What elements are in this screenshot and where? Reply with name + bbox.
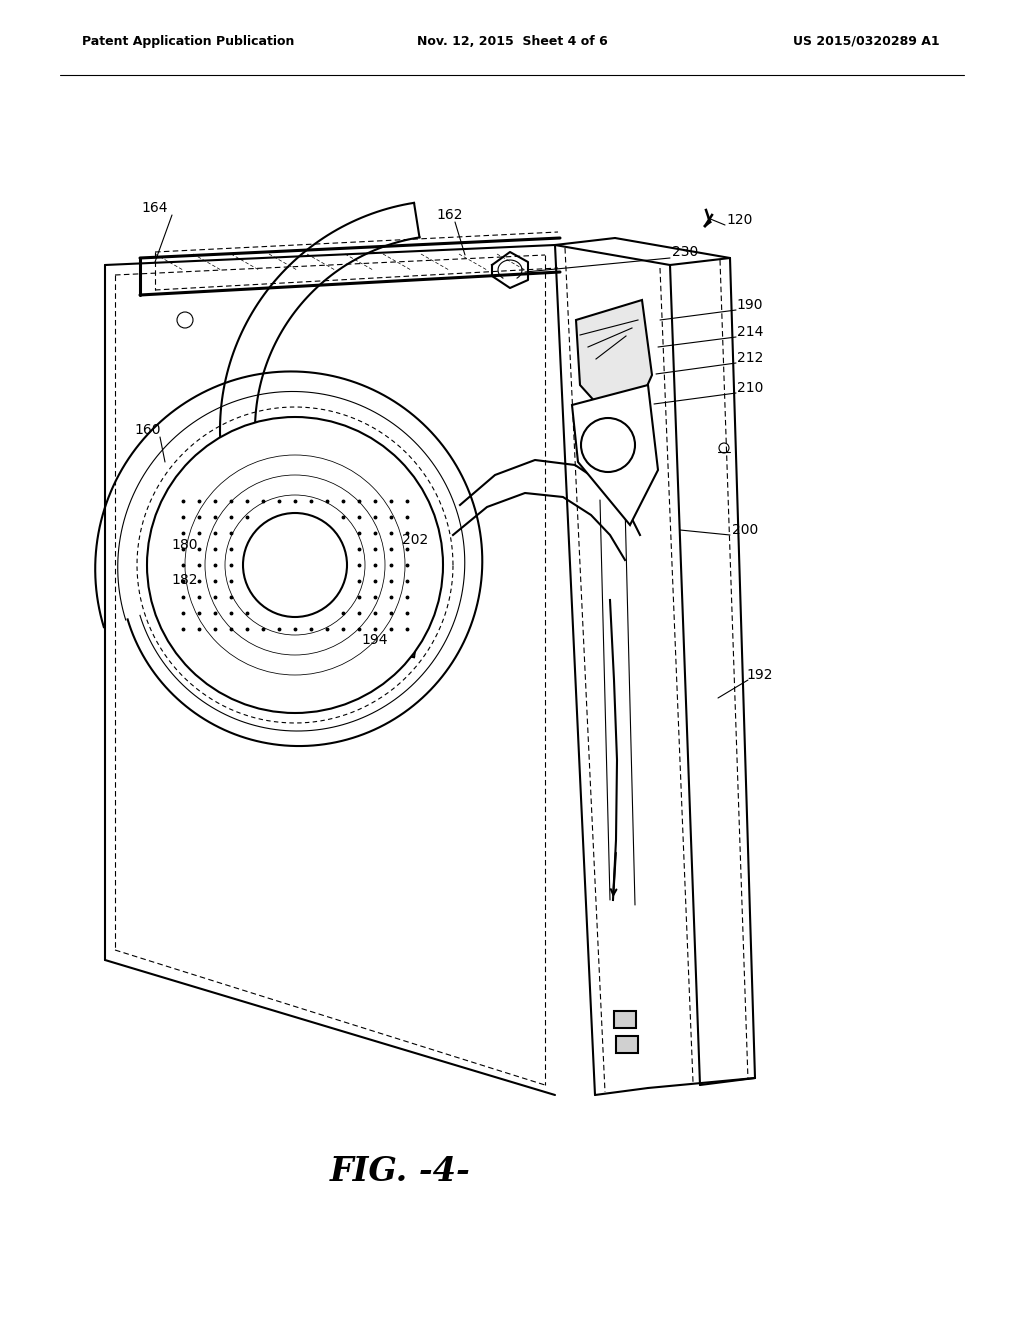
Text: 214: 214 (737, 325, 763, 339)
Text: 164: 164 (141, 201, 168, 215)
Text: 194: 194 (361, 634, 388, 647)
Text: US 2015/0320289 A1: US 2015/0320289 A1 (794, 36, 940, 48)
Bar (616, 1036, 638, 1053)
Text: Nov. 12, 2015  Sheet 4 of 6: Nov. 12, 2015 Sheet 4 of 6 (417, 36, 607, 48)
Circle shape (147, 417, 443, 713)
Text: 200: 200 (732, 523, 758, 537)
Text: 192: 192 (746, 668, 773, 682)
Bar (614, 1011, 636, 1028)
Text: 190: 190 (736, 298, 763, 312)
Text: 210: 210 (737, 381, 763, 395)
Text: 120: 120 (727, 213, 754, 227)
Circle shape (243, 513, 347, 616)
Text: 230: 230 (672, 246, 698, 259)
Text: 212: 212 (737, 351, 763, 366)
Text: 182: 182 (172, 573, 199, 587)
Text: 162: 162 (437, 209, 463, 222)
Text: 160: 160 (135, 422, 161, 437)
Polygon shape (575, 300, 652, 436)
Text: Patent Application Publication: Patent Application Publication (82, 36, 294, 48)
Polygon shape (572, 385, 658, 525)
Text: FIG. -4-: FIG. -4- (330, 1155, 470, 1188)
Text: 180: 180 (172, 539, 199, 552)
Text: 202: 202 (401, 533, 428, 546)
